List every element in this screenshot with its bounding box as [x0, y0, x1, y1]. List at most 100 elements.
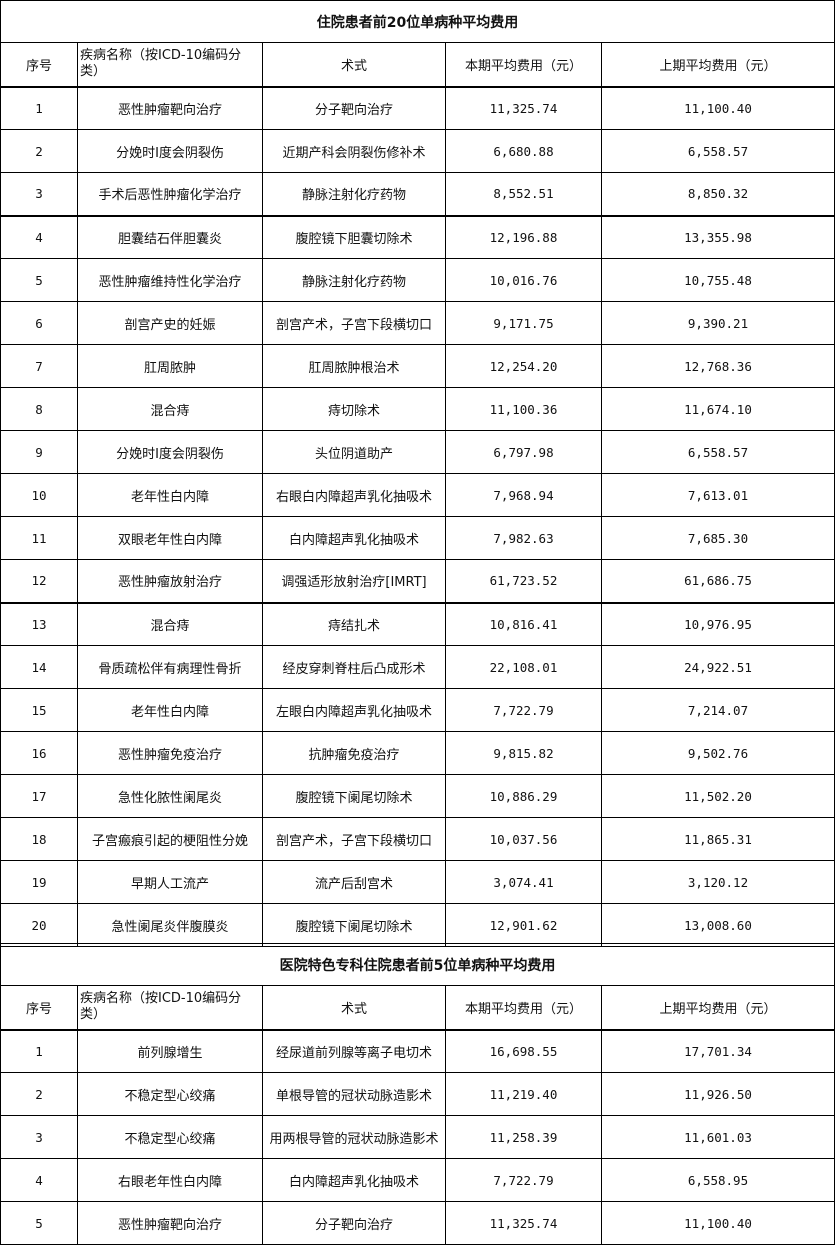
table-row: 12 恶性肿瘤放射治疗 调强适形放射治疗[IMRT] 61,723.52 61,686.… — [0, 559, 835, 604]
col-current-cost-cell: 11,219.40 — [445, 1072, 602, 1116]
col-procedure-cell: 用两根导管的冠状动脉造影术 — [262, 1115, 446, 1159]
col-previous-cost-cell: 61,686.75 — [601, 559, 835, 604]
col-current-cost-cell: 11,325.74 — [445, 1201, 602, 1245]
col-previous-cost-cell: 9,502.76 — [601, 731, 835, 775]
table-row: 3 手术后恶性肿瘤化学治疗 静脉注射化疗药物 8,552.51 8,850.32 — [0, 172, 835, 217]
col-current-cost-cell: 22,108.01 — [445, 645, 602, 689]
col-index-cell: 4 — [0, 215, 78, 259]
col-disease-name-cell: 老年性白内障 — [77, 473, 263, 517]
col-disease-name-cell: 恶性肿瘤放射治疗 — [77, 559, 263, 604]
table-row: 1 前列腺增生 经尿道前列腺等离子电切术 16,698.55 17,701.34 — [0, 1029, 835, 1073]
table-row: 20 急性阑尾炎伴腹膜炎 腹腔镜下阑尾切除术 12,901.62 13,008.60 — [0, 903, 835, 947]
col-current-cost-cell: 6,680.88 — [445, 129, 602, 173]
col-procedure-cell: 静脉注射化疗药物 — [262, 258, 446, 302]
col-index-cell: 14 — [0, 645, 78, 689]
col-procedure-cell: 白内障超声乳化抽吸术 — [262, 1158, 446, 1202]
col-previous-cost-cell: 12,768.36 — [601, 344, 835, 388]
col-current-cost-header: 本期平均费用（元） — [445, 985, 602, 1031]
col-index-cell: 1 — [0, 1029, 78, 1073]
table-row: 1 恶性肿瘤靶向治疗 分子靶向治疗 11,325.74 11,100.40 — [0, 86, 835, 130]
table-row: 9 分娩时Ⅰ度会阴裂伤 头位阴道助产 6,797.98 6,558.57 — [0, 430, 835, 474]
col-procedure-cell: 近期产科会阴裂伤修补术 — [262, 129, 446, 173]
col-procedure-cell: 分子靶向治疗 — [262, 86, 446, 130]
col-current-cost-cell: 6,797.98 — [445, 430, 602, 474]
col-index-cell: 9 — [0, 430, 78, 474]
col-index-cell: 19 — [0, 860, 78, 904]
col-disease-name-cell: 恶性肿瘤免疫治疗 — [77, 731, 263, 775]
col-current-cost-cell: 11,258.39 — [445, 1115, 602, 1159]
table-title: 医院特色专科住院患者前5位单病种平均费用 — [0, 943, 835, 986]
col-disease-name-cell: 前列腺增生 — [77, 1029, 263, 1073]
col-procedure-cell: 静脉注射化疗药物 — [262, 172, 446, 217]
table-row: 2 不稳定型心绞痛 单根导管的冠状动脉造影术 11,219.40 11,926.50 — [0, 1072, 835, 1116]
col-disease-name-cell: 骨质疏松伴有病理性骨折 — [77, 645, 263, 689]
col-index-header: 序号 — [0, 985, 78, 1031]
col-index-cell: 7 — [0, 344, 78, 388]
col-previous-cost-cell: 7,685.30 — [601, 516, 835, 560]
col-current-cost-cell: 7,722.79 — [445, 1158, 602, 1202]
col-disease-name-cell: 老年性白内障 — [77, 688, 263, 732]
col-disease-name-cell: 分娩时Ⅰ度会阴裂伤 — [77, 430, 263, 474]
col-disease-name-cell: 急性阑尾炎伴腹膜炎 — [77, 903, 263, 947]
col-previous-cost-cell: 17,701.34 — [600, 1029, 835, 1073]
table-row: 15 老年性白内障 左眼白内障超声乳化抽吸术 7,722.79 7,214.07 — [0, 688, 835, 732]
col-procedure-cell: 腹腔镜下胆囊切除术 — [262, 215, 446, 259]
table-row: 10 老年性白内障 右眼白内障超声乳化抽吸术 7,968.94 7,613.01 — [0, 473, 835, 517]
col-previous-cost-cell: 10,755.48 — [601, 258, 835, 302]
col-current-cost-cell: 9,815.82 — [445, 731, 602, 775]
col-index-cell: 1 — [0, 86, 78, 130]
col-index-cell: 11 — [0, 516, 78, 560]
col-index-cell: 17 — [0, 774, 78, 818]
col-index-cell: 2 — [0, 1072, 78, 1116]
col-current-cost-cell: 16,698.55 — [445, 1029, 602, 1073]
col-previous-cost-cell: 11,865.31 — [601, 817, 835, 861]
col-procedure-cell: 经皮穿刺脊柱后凸成形术 — [262, 645, 446, 689]
col-disease-name-cell: 右眼老年性白内障 — [77, 1158, 263, 1202]
col-current-cost-cell: 11,100.36 — [445, 387, 602, 431]
table-row: 4 右眼老年性白内障 白内障超声乳化抽吸术 7,722.79 6,558.95 — [0, 1158, 835, 1202]
table-row: 16 恶性肿瘤免疫治疗 抗肿瘤免疫治疗 9,815.82 9,502.76 — [0, 731, 835, 775]
col-disease-name-cell: 不稳定型心绞痛 — [77, 1115, 263, 1159]
col-previous-cost-cell: 7,613.01 — [601, 473, 835, 517]
col-disease-name-header: 疾病名称（按ICD-10编码分类） — [77, 42, 263, 88]
col-disease-name-cell: 胆囊结石伴胆囊炎 — [77, 215, 263, 259]
col-procedure-cell: 左眼白内障超声乳化抽吸术 — [262, 688, 446, 732]
col-current-cost-cell: 11,325.74 — [445, 86, 602, 130]
col-previous-cost-cell: 24,922.51 — [601, 645, 835, 689]
col-disease-name-header: 疾病名称（按ICD-10编码分类） — [77, 985, 263, 1031]
table-row: 5 恶性肿瘤维持性化学治疗 静脉注射化疗药物 10,016.76 10,755.48 — [0, 258, 835, 302]
col-index-header: 序号 — [0, 42, 78, 88]
col-procedure-cell: 腹腔镜下阑尾切除术 — [262, 774, 446, 818]
table-row: 11 双眼老年性白内障 白内障超声乳化抽吸术 7,982.63 7,685.30 — [0, 516, 835, 560]
col-index-cell: 5 — [0, 1201, 78, 1245]
col-previous-cost-cell: 10,976.95 — [601, 602, 835, 646]
col-current-cost-cell: 10,016.76 — [445, 258, 602, 302]
col-disease-name-cell: 分娩时Ⅰ度会阴裂伤 — [77, 129, 263, 173]
table-row: 6 剖宫产史的妊娠 剖宫产术，子宫下段横切口 9,171.75 9,390.21 — [0, 301, 835, 345]
table-row: 14 骨质疏松伴有病理性骨折 经皮穿刺脊柱后凸成形术 22,108.01 24,922.… — [0, 645, 835, 689]
col-disease-name-cell: 不稳定型心绞痛 — [77, 1072, 263, 1116]
col-procedure-cell: 流产后刮宫术 — [262, 860, 446, 904]
table-title: 住院患者前20位单病种平均费用 — [0, 0, 835, 43]
col-disease-name-cell: 恶性肿瘤维持性化学治疗 — [77, 258, 263, 302]
col-procedure-cell: 单根导管的冠状动脉造影术 — [262, 1072, 446, 1116]
col-previous-cost-cell: 11,100.40 — [601, 86, 835, 130]
table-row: 13 混合痔 痔结扎术 10,816.41 10,976.95 — [0, 602, 835, 646]
col-current-cost-cell: 10,037.56 — [445, 817, 602, 861]
table-title-row: 医院特色专科住院患者前5位单病种平均费用 — [0, 943, 835, 986]
col-previous-cost-cell: 13,008.60 — [601, 903, 835, 947]
col-disease-name-cell: 混合痔 — [77, 387, 263, 431]
col-current-cost-cell: 9,171.75 — [445, 301, 602, 345]
col-current-cost-cell: 10,816.41 — [445, 602, 602, 646]
col-previous-cost-cell: 6,558.57 — [601, 430, 835, 474]
col-previous-cost-cell: 13,355.98 — [601, 215, 835, 259]
col-index-cell: 18 — [0, 817, 78, 861]
col-previous-cost-cell: 7,214.07 — [601, 688, 835, 732]
col-procedure-cell: 分子靶向治疗 — [262, 1201, 446, 1245]
col-current-cost-cell: 7,982.63 — [445, 516, 602, 560]
col-disease-name-cell: 恶性肿瘤靶向治疗 — [77, 86, 263, 130]
table-row: 7 肛周脓肿 肛周脓肿根治术 12,254.20 12,768.36 — [0, 344, 835, 388]
table-row: 2 分娩时Ⅰ度会阴裂伤 近期产科会阴裂伤修补术 6,680.88 6,558.57 — [0, 129, 835, 173]
col-previous-cost-cell: 3,120.12 — [601, 860, 835, 904]
col-previous-cost-cell: 6,558.57 — [601, 129, 835, 173]
